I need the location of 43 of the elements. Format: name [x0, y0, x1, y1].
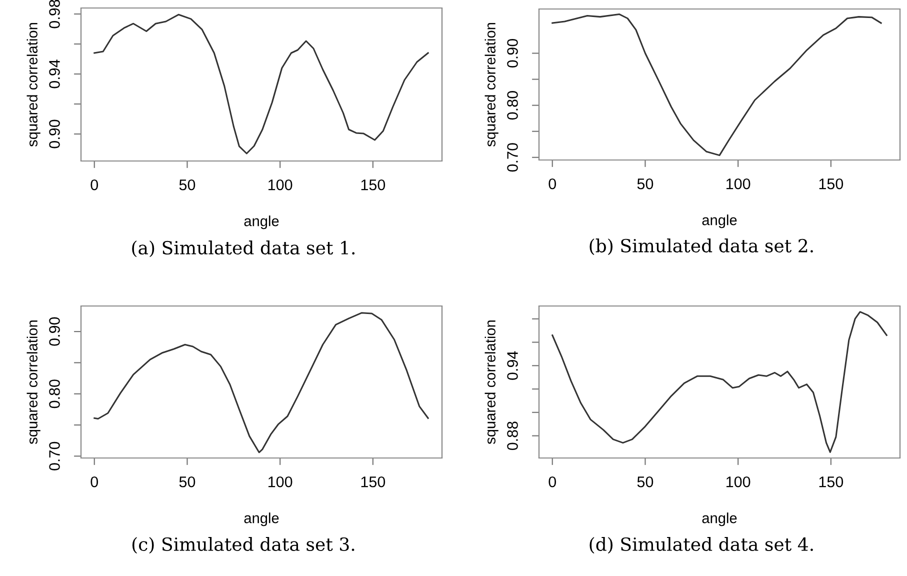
x-tick-label: 50: [637, 476, 654, 488]
y-axis-title: squared correlation: [26, 23, 40, 147]
text: (d) Simulated data set 4.: [590, 537, 813, 554]
x-axis-title: angle: [244, 216, 279, 230]
y-axis-title: squared correlation: [484, 320, 498, 444]
y-tick-label: 0.90: [49, 317, 60, 346]
y-tick-label: 0.70: [507, 143, 518, 172]
x-tick-label: 0: [90, 476, 98, 488]
y-tick-label: 0.80: [507, 91, 518, 120]
y-tick-label: 0.98: [49, 0, 60, 28]
y-tick-label: 0.94: [49, 60, 60, 88]
x-tick-label: 100: [268, 179, 292, 190]
x-tick-label: 150: [819, 178, 844, 190]
text: (c) Simulated data set 3.: [132, 537, 354, 554]
x-tick-label: 150: [361, 179, 386, 190]
x-tick-label: 100: [268, 476, 292, 488]
line-series: [552, 311, 888, 453]
x-axis-title: angle: [702, 512, 737, 526]
x-tick-label: 100: [726, 178, 750, 190]
y-tick-label: 0.70: [49, 442, 60, 470]
line-series: [552, 13, 882, 156]
line-series: [94, 312, 429, 454]
x-tick-label: 150: [361, 476, 386, 488]
y-axis-title: squared correlation: [26, 320, 40, 444]
x-tick-label: 0: [548, 178, 556, 190]
x-tick-label: 0: [548, 476, 556, 488]
x-tick-label: 0: [90, 179, 98, 190]
y-tick-label: 0.90: [507, 38, 518, 68]
x-tick-label: 50: [179, 179, 196, 190]
x-axis-title: angle: [702, 214, 737, 228]
y-tick-label: 0.80: [49, 380, 60, 408]
x-tick-label: 150: [819, 476, 844, 488]
y-tick-label: 0.88: [507, 422, 518, 450]
y-tick-label: 0.90: [49, 120, 60, 148]
text: (b) Simulated data set 2.: [590, 238, 813, 256]
line-series: [94, 14, 429, 154]
x-tick-label: 50: [179, 476, 196, 488]
x-tick-label: 50: [637, 178, 654, 190]
y-tick-label: 0.94: [507, 351, 518, 380]
x-tick-label: 100: [726, 476, 750, 488]
y-axis-title: squared correlation: [484, 23, 498, 147]
x-axis-title: angle: [244, 512, 279, 526]
text: (a) Simulated data set 1.: [132, 240, 355, 258]
